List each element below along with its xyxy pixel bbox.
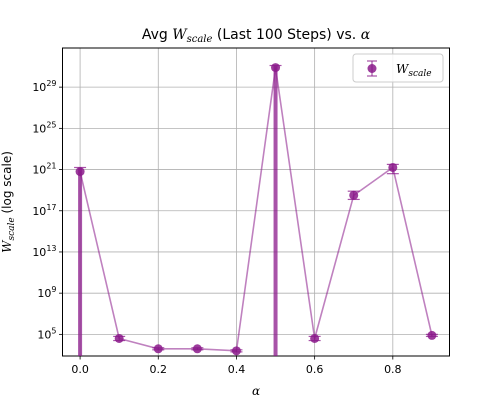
y-tick-label: 105 — [37, 326, 56, 341]
legend-label: Wscale — [396, 62, 432, 79]
data-point — [427, 330, 437, 340]
y-tick-label: 1013 — [32, 244, 56, 259]
data-point — [349, 190, 359, 200]
data-point — [192, 344, 202, 354]
x-tick-label: 0.4 — [228, 363, 246, 376]
series-line — [79, 67, 433, 352]
x-axis-label: α — [252, 384, 260, 398]
y-tick-label: 109 — [37, 285, 56, 300]
data-point — [231, 346, 241, 356]
x-tick-label: 0.2 — [150, 363, 168, 376]
data-point — [153, 344, 163, 354]
y-tick-label: 1029 — [32, 79, 56, 94]
data-point — [114, 333, 124, 343]
x-tick-label: 0.8 — [384, 363, 402, 376]
y-tick-label: 1025 — [32, 120, 56, 135]
data-point — [388, 162, 398, 172]
x-tick-label: 0.0 — [71, 363, 89, 376]
y-tick-label: 1017 — [32, 203, 56, 218]
chart-title: Avg Wscale (Last 100 Steps) vs. α — [142, 27, 371, 45]
legend-swatch-marker — [367, 64, 377, 73]
y-tick-label: 1021 — [32, 162, 56, 177]
series-wscale — [74, 63, 438, 356]
data-point — [75, 167, 85, 177]
data-point — [310, 333, 320, 343]
y-axis-label: Wscale (log scale) — [0, 151, 17, 253]
grid-lines — [62, 48, 450, 356]
data-point — [271, 63, 281, 73]
x-tick-label: 0.6 — [306, 363, 324, 376]
legend: Wscale — [352, 53, 444, 83]
plot-frame — [62, 47, 450, 357]
axis-ticks: 0.0 0.2 0.4 0.6 0.8 105 109 1013 1017 1021 1025 102… — [32, 79, 401, 376]
